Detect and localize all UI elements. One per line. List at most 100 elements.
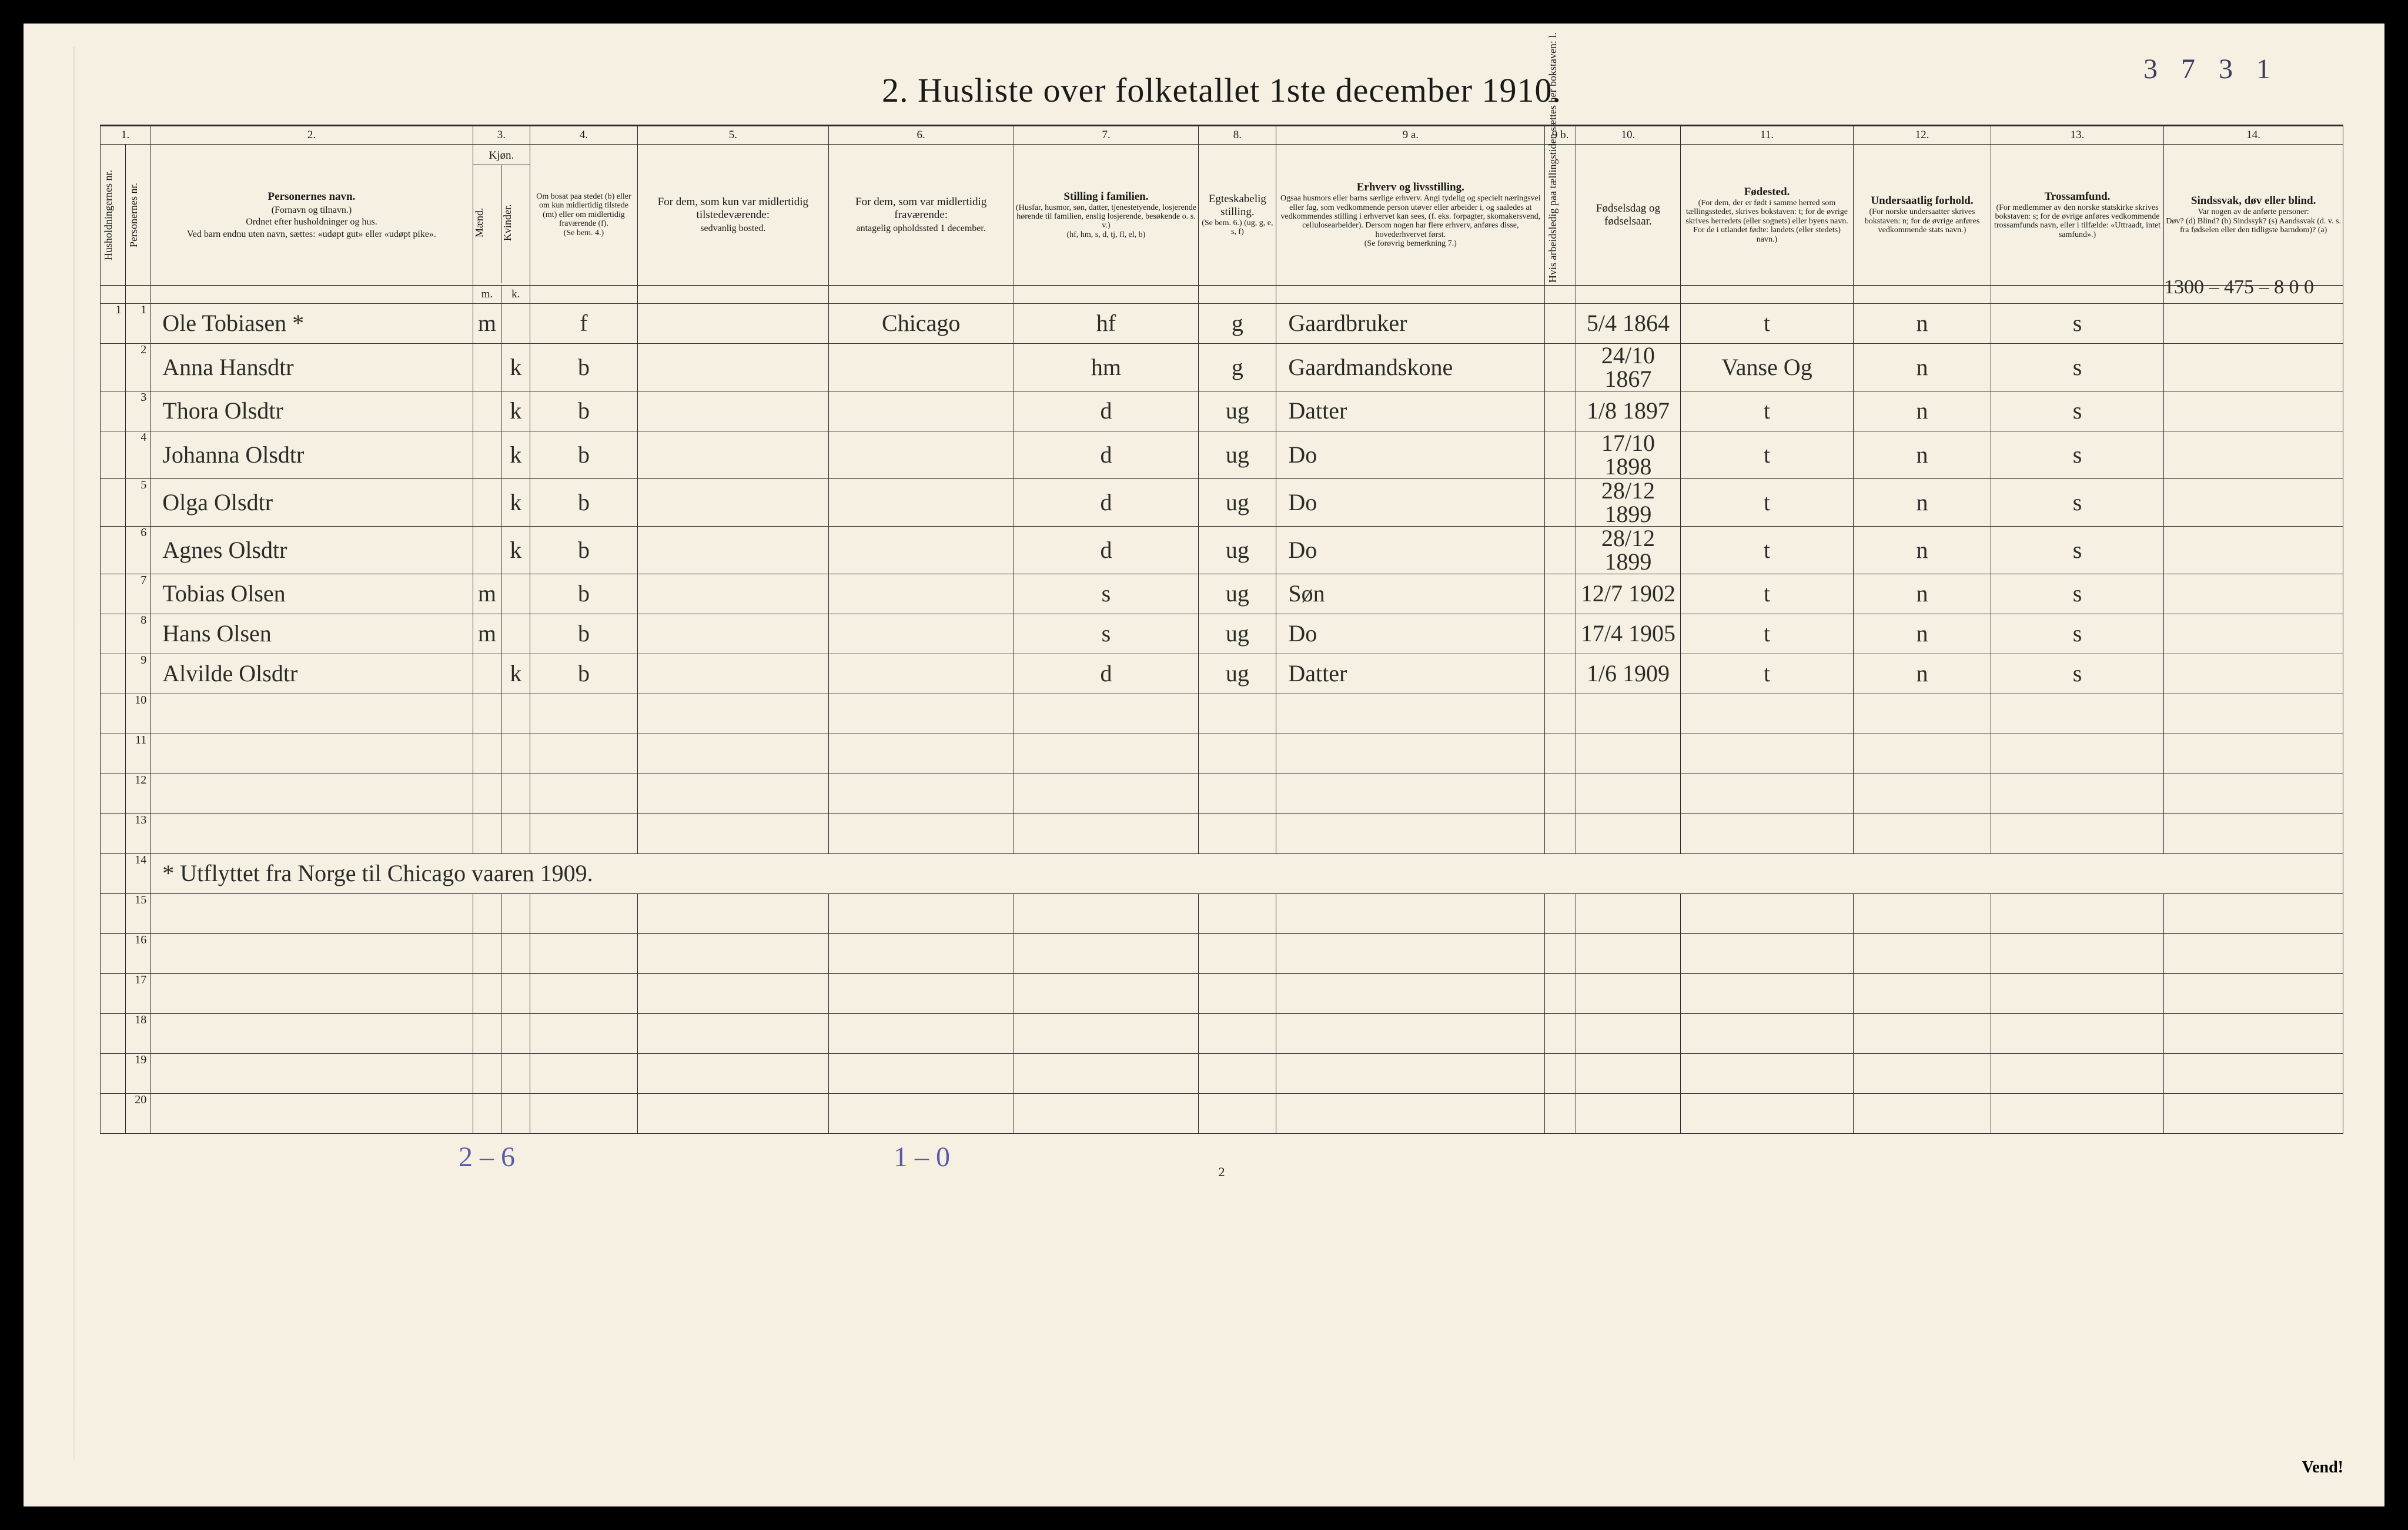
cell-empty [1991, 1093, 2163, 1133]
cell-empty [1991, 694, 2163, 734]
cell-empty [1991, 1013, 2163, 1053]
cell-sex-k: k [501, 478, 530, 526]
colnum-7: 7. [1014, 126, 1199, 145]
cell-family-pos: d [1014, 431, 1199, 478]
colnum-4: 4. [530, 126, 638, 145]
cell-empty [2164, 694, 2343, 734]
table-head: 1. 2. 3. 4. 5. 6. 7. 8. 9 a. 9 b. 10. 11… [101, 126, 2343, 304]
hdr-c13-main: Trossamfund. [2045, 190, 2111, 203]
cell-empty [828, 893, 1014, 933]
cell-empty [150, 1013, 473, 1053]
cell-occupation: Gaardmandskone [1276, 343, 1545, 391]
cell-empty [637, 694, 828, 734]
hdr-name-main: Personernes navn. [268, 190, 356, 203]
cell-hnum [101, 526, 126, 574]
cell-marital: g [1199, 343, 1276, 391]
cell-temp-absent [828, 654, 1014, 694]
cell-empty [1680, 933, 1853, 973]
cell-empty [828, 933, 1014, 973]
hdr-temp-present: For dem, som kun var midlertidig tilsted… [637, 145, 828, 286]
cell-birthplace: t [1680, 391, 1853, 431]
header-mk-row: m. k. [101, 286, 2343, 304]
hdr-sex: Kjøn. Mænd. Kvinder. [473, 145, 530, 286]
hdr-sex-m: Mænd. [473, 165, 502, 283]
cell-nationality: n [1854, 526, 1991, 574]
cell-empty [1576, 813, 1681, 853]
cell-empty [473, 893, 501, 933]
cell-pnum: 18 [125, 1013, 150, 1053]
cell-sex-k: k [501, 431, 530, 478]
cell-empty [501, 1053, 530, 1093]
cell-empty [1199, 1013, 1276, 1053]
cell-sex-m: m [473, 574, 501, 614]
census-page: 3 7 3 1 2. Husliste over folketallet 1st… [24, 24, 2384, 1506]
cell-temp-present [637, 431, 828, 478]
cell-empty [1854, 1093, 1991, 1133]
table-row: 2Anna HansdtrkbhmgGaardmandskone24/10 18… [101, 343, 2343, 391]
colnum-14: 14. [2164, 126, 2343, 145]
hdr-c7-sub1: (Husfar, husmor, søn, datter, tjenestety… [1016, 203, 1197, 230]
cell-residence: b [530, 574, 638, 614]
vend-label: Vend! [2302, 1458, 2343, 1477]
hdr-m-abbr: m. [473, 286, 501, 304]
hdr-c9a-main: Erhverv og livsstilling. [1357, 181, 1464, 193]
hdr-nationality: Undersaatlig forhold. (For norske unders… [1854, 145, 1991, 286]
cell-empty [828, 813, 1014, 853]
cell-empty [1199, 734, 1276, 774]
cell-empty [637, 1093, 828, 1133]
cell-empty [1991, 933, 2163, 973]
cell-family-pos: s [1014, 614, 1199, 654]
cell-sex-k [501, 614, 530, 654]
cell-nationality: n [1854, 614, 1991, 654]
cell-sex-m: m [473, 303, 501, 343]
cell-empty [150, 893, 473, 933]
cell-birthplace: t [1680, 654, 1853, 694]
cell-residence: b [530, 431, 638, 478]
cell-empty [1199, 1053, 1276, 1093]
cell-disability [2164, 654, 2343, 694]
cell-occupation: Do [1276, 431, 1545, 478]
cell-temp-present [637, 574, 828, 614]
cell-empty [1576, 734, 1681, 774]
hdr-religion: Trossamfund. (For medlemmer av den norsk… [1991, 145, 2163, 286]
cell-religion: s [1991, 614, 2163, 654]
cell-unemployed [1545, 431, 1576, 478]
cell-name: Thora Olsdtr [150, 391, 473, 431]
cell-empty [1199, 933, 1276, 973]
cell-empty [1854, 973, 1991, 1013]
cell-empty [501, 734, 530, 774]
cell-residence: f [530, 303, 638, 343]
cell-pnum: 6 [125, 526, 150, 574]
header-row: Husholdningernes nr. Personernes nr. Per… [101, 145, 2343, 286]
cell-empty [1680, 774, 1853, 813]
cell-nationality: n [1854, 391, 1991, 431]
cell-sex-k: k [501, 654, 530, 694]
cell-family-pos: d [1014, 654, 1199, 694]
cell-empty [2164, 1013, 2343, 1053]
hdr-person-nr: Personernes nr. [125, 145, 150, 286]
cell-hnum [101, 933, 126, 973]
cell-temp-absent [828, 343, 1014, 391]
cell-empty [1545, 893, 1576, 933]
cell-hnum [101, 574, 126, 614]
cell-sex-m [473, 526, 501, 574]
cell-temp-present [637, 614, 828, 654]
cell-dob: 17/4 1905 [1576, 614, 1681, 654]
cell-residence: b [530, 478, 638, 526]
hdr-disability: Sindssvak, døv eller blind. Var nogen av… [2164, 145, 2343, 286]
hdr-c10-main: Fødselsdag og fødselsaar. [1596, 202, 1660, 227]
cell-empty [1276, 813, 1545, 853]
cell-empty [150, 813, 473, 853]
cell-empty [2164, 973, 2343, 1013]
cell-empty [1576, 1053, 1681, 1093]
cell-birthplace: t [1680, 574, 1853, 614]
cell-birthplace: t [1680, 526, 1853, 574]
cell-marital: ug [1199, 431, 1276, 478]
cell-name: Alvilde Olsdtr [150, 654, 473, 694]
cell-empty [530, 1013, 638, 1053]
cell-hnum [101, 813, 126, 853]
cell-empty [473, 694, 501, 734]
cell-hnum [101, 973, 126, 1013]
cell-hnum [101, 893, 126, 933]
cell-name: Johanna Olsdtr [150, 431, 473, 478]
